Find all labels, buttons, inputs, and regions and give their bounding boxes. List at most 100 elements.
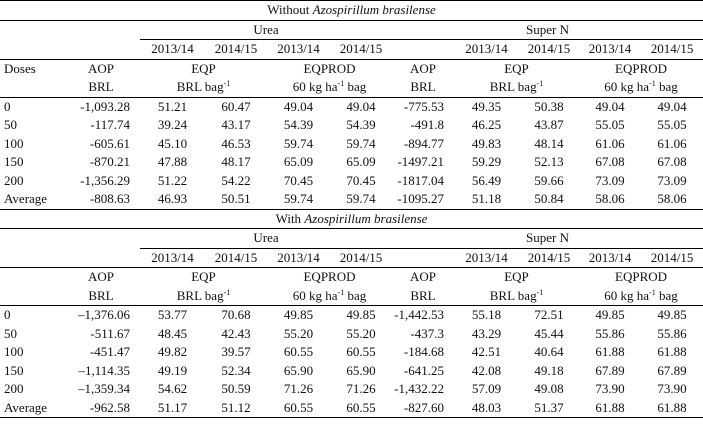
data-cell: 49.85 <box>657 307 687 323</box>
unit-after: bag <box>658 79 678 95</box>
year-header: 2013/14 <box>454 248 519 268</box>
unit-text: 60 kg ha <box>604 287 650 303</box>
year-header: 2014/15 <box>205 248 267 268</box>
dose-label: 50 <box>4 117 17 133</box>
blank <box>0 39 140 60</box>
data-cell: 55.05 <box>657 117 687 133</box>
data-cell: 71.26 <box>283 381 314 397</box>
data-cell: 59.74 <box>330 190 392 210</box>
column-header: AOP <box>87 269 114 285</box>
unit-header: BRL <box>392 78 454 98</box>
unit-header: BRL bag-1 <box>454 286 579 306</box>
year-header: 2013/14 <box>140 39 205 60</box>
data-cell: -491.8 <box>410 117 444 133</box>
section-title: Without Azospirillum brasilense <box>0 0 703 21</box>
blank <box>0 248 140 268</box>
dose-label: 0 <box>4 307 11 323</box>
data-cell: -605.61 <box>89 135 130 151</box>
unit-sup: -1 <box>223 287 231 297</box>
unit-header: BRL <box>62 78 140 98</box>
data-cell: 54.62 <box>157 381 188 397</box>
data-cell: 48.45 <box>157 325 188 341</box>
unit-text: BRL bag <box>489 287 537 303</box>
data-cell: 60.55 <box>267 398 330 418</box>
table-row: 50 -511.67 48.45 42.43 55.20 55.20 -437.3 43.29… <box>0 325 703 344</box>
data-cell: -641.25 <box>403 362 444 378</box>
data-cell: 65.09 <box>283 154 314 170</box>
data-cell: 65.90 <box>283 362 314 378</box>
unit-sup: -1 <box>649 79 656 89</box>
data-cell: 48.17 <box>221 154 251 170</box>
unit-text: 60 kg ha <box>292 287 338 303</box>
unit-header: 60 kg ha-1 bag <box>267 78 392 98</box>
data-cell: 39.57 <box>221 344 251 360</box>
data-cell: 46.93 <box>140 190 205 210</box>
dose-label: 100 <box>4 135 24 151</box>
year-header: 2014/15 <box>205 39 267 60</box>
table-row: BRL BRL bag-1 60 kg ha-1 bag BRL BRL bag-1 60… <box>0 78 703 98</box>
column-header: EQPROD <box>303 60 356 76</box>
data-cell: 49.04 <box>346 98 376 114</box>
data-cell: 39.24 <box>157 117 188 133</box>
unit-text: BRL bag <box>176 287 224 303</box>
group-header: Super N <box>392 20 703 40</box>
data-cell: 51.37 <box>519 398 579 418</box>
data-cell: 61.06 <box>657 135 687 151</box>
data-cell: 61.88 <box>641 398 703 418</box>
data-cell: -184.68 <box>403 344 444 360</box>
data-cell: 56.49 <box>471 172 502 188</box>
data-cell: 50.59 <box>221 381 251 397</box>
data-cell: –1,359.34 <box>78 381 130 397</box>
data-cell: 49.08 <box>534 381 564 397</box>
unit-header: BRL <box>392 286 454 306</box>
data-cell: 59.29 <box>471 154 502 170</box>
data-cell: 52.13 <box>534 154 564 170</box>
group-header: Urea <box>140 228 392 249</box>
unit-header: BRL <box>62 286 140 306</box>
data-cell: 65.90 <box>346 362 376 378</box>
dose-label: 50 <box>4 325 17 341</box>
data-cell: 49.19 <box>157 362 188 378</box>
data-cell: 54.39 <box>283 117 314 133</box>
data-cell: 40.64 <box>534 344 564 360</box>
data-cell: 49.85 <box>283 307 314 323</box>
data-cell: 60.47 <box>221 98 251 114</box>
unit-header: BRL bag-1 <box>140 78 267 98</box>
table-row: 150 –1,114.35 49.19 52.34 65.90 65.90 -641.25 4… <box>0 362 703 381</box>
data-cell: -1,093.28 <box>80 98 130 114</box>
data-cell: 49.04 <box>595 98 625 114</box>
dose-label: 200 <box>4 172 24 188</box>
data-cell: 72.51 <box>534 307 564 323</box>
year-header: 2013/14 <box>267 39 330 60</box>
data-cell: 65.09 <box>346 154 376 170</box>
data-cell: 55.05 <box>595 117 625 133</box>
data-cell: 46.25 <box>471 117 502 133</box>
data-cell: 59.74 <box>267 190 330 210</box>
data-cell: 49.04 <box>657 98 687 114</box>
results-table: Without Azospirillum brasilense Urea Super… <box>0 0 703 418</box>
table-row: Without Azospirillum brasilense <box>0 0 703 21</box>
unit-header: 60 kg ha-1 bag <box>579 78 703 98</box>
data-cell: 61.88 <box>595 344 625 360</box>
year-header: 2014/15 <box>519 248 579 268</box>
year-header: 2014/15 <box>641 248 703 268</box>
data-cell: 45.10 <box>157 135 188 151</box>
data-cell: 59.74 <box>283 135 314 151</box>
table-row: 200 –1,359.34 54.62 50.59 71.26 71.26 -1,432.2… <box>0 380 703 399</box>
data-cell: 54.39 <box>346 117 376 133</box>
data-cell: -511.67 <box>90 325 130 341</box>
data-cell: 73.09 <box>595 172 625 188</box>
title-text: With <box>275 210 302 226</box>
dose-label: Average <box>0 190 62 210</box>
data-cell: -775.53 <box>403 98 444 114</box>
table-row: 0 -1,093.28 51.21 60.47 49.04 49.04 -775.53 49.… <box>0 97 703 116</box>
data-cell: 52.34 <box>221 362 251 378</box>
table-row: BRL BRL bag-1 60 kg ha-1 bag BRL BRL bag-1 60… <box>0 286 703 306</box>
year-header: 2013/14 <box>454 39 519 60</box>
column-header: EQPROD <box>615 60 668 76</box>
data-cell: 43.87 <box>534 117 564 133</box>
year-header: 2013/14 <box>579 248 641 268</box>
data-cell: 57.09 <box>471 381 502 397</box>
table-row: 100 -605.61 45.10 46.53 59.74 59.74 -894.77 49.… <box>0 135 703 154</box>
